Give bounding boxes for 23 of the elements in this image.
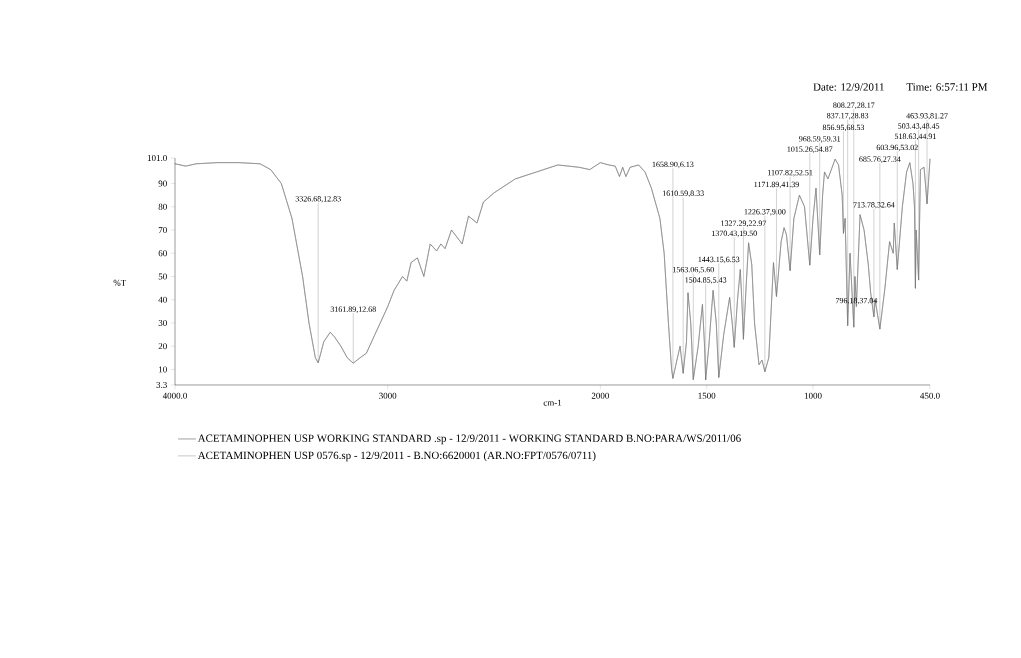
y-axis-title: %T (113, 279, 127, 286)
text: Date: 12/9/2011 (813, 83, 884, 91)
x-axis-title: cm-1 (543, 399, 562, 406)
y-tick-label: 3.3 (156, 381, 167, 389)
legend-label: ACETAMINOPHEN USP 0576.sp - 12/9/2011 - B.NO:6620001 (AR.NO:FPT/0576/0711) (197, 451, 596, 462)
text: Time: 6:57:11 PM (906, 83, 988, 91)
y-tick-label: 50 (158, 273, 167, 280)
y-tick-label: 20 (158, 343, 167, 350)
y-tick-label: 40 (158, 296, 167, 303)
y-tick-label: 80 (158, 203, 167, 210)
y-tick-label: 90 (158, 180, 167, 187)
y-tick-label: 30 (158, 319, 167, 326)
x-tick-label: 4000.0 (162, 392, 187, 399)
y-tick-label: 101.0 (147, 154, 167, 162)
x-tick-label: 450.0 (920, 392, 940, 399)
x-tick-label: 1500 (698, 392, 716, 399)
x-tick-label: 1000 (804, 392, 822, 399)
y-tick-label: 10 (159, 366, 167, 373)
x-tick-label: 3000 (379, 392, 397, 399)
y-tick-label: 60 (158, 250, 167, 257)
y-tick-label: 70 (158, 226, 167, 234)
legend-label: ACETAMINOPHEN USP WORKING STANDARD .sp - 12/9/2011 - WORKING STANDARD B.NO:PARA/WS/2011/06 (197, 434, 741, 445)
x-tick-label: 2000 (591, 392, 609, 399)
